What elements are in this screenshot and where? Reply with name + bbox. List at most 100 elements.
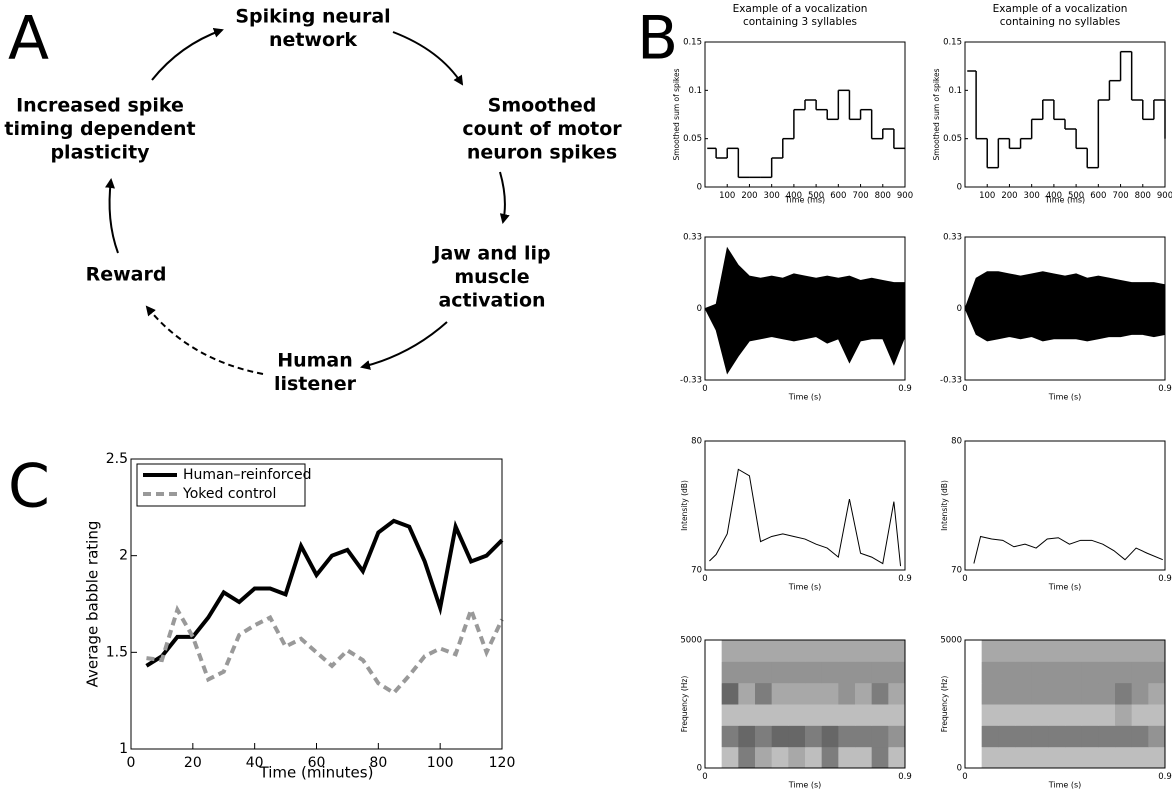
x-tick-label: 300 [764, 191, 780, 201]
spectrogram-cell [855, 661, 873, 684]
x-tick-label: 60 [308, 755, 326, 771]
series-line [145, 518, 504, 668]
legend-label: Yoked control [182, 486, 276, 502]
spectrogram-cell [1148, 640, 1166, 662]
x-tick-label: 0 [962, 384, 967, 394]
chart: 0 0.9 0 5000 Time (s) Frequency (Hz) [940, 636, 1172, 790]
spectrogram-cell [888, 661, 906, 684]
x-axis-label: Time (s) [788, 583, 822, 592]
node-label: Human [277, 350, 353, 372]
x-tick-label: 700 [1112, 191, 1128, 201]
spectrogram-cell [1048, 746, 1066, 769]
spectrogram-cell [981, 640, 999, 662]
spectrogram-cell [1148, 725, 1166, 748]
spectrogram-cell [1065, 704, 1083, 726]
spectrogram-cell [1098, 661, 1116, 684]
chart-title: Example of a vocalization [733, 3, 868, 15]
spectrogram-cell [738, 682, 756, 705]
panel-label: C [8, 452, 50, 522]
node-label: muscle [454, 266, 529, 288]
spectrogram-cell [1115, 725, 1133, 748]
x-tick-label: 800 [875, 191, 891, 201]
chart-title: containing no syllables [1000, 16, 1120, 28]
x-tick-label: 0.9 [1158, 384, 1172, 394]
spectrogram-cell [788, 725, 806, 748]
chart-title: Example of a vocalization [993, 3, 1128, 15]
y-tick-label: 5000 [940, 636, 962, 646]
y-tick-label: 5000 [680, 636, 702, 646]
y-tick-label: 0.05 [683, 134, 702, 144]
x-tick-label: 400 [786, 191, 802, 201]
spectrogram-cell [705, 725, 723, 748]
spectrogram-cell [755, 725, 773, 748]
spectrogram-cell [821, 746, 839, 769]
spectrogram-cell [1048, 725, 1066, 748]
spectrogram-cell [1048, 682, 1066, 705]
spectrogram-cell [1048, 661, 1066, 684]
spectrogram-cell [1065, 682, 1083, 705]
spectrogram-cell [1015, 725, 1033, 748]
spectrogram-cell [1031, 725, 1049, 748]
y-tick-label: 0.33 [943, 233, 962, 243]
y-tick-label: 1.5 [106, 644, 128, 660]
spectrogram-cell [888, 725, 906, 748]
spectrogram-cell [1148, 704, 1166, 726]
x-tick-label: 600 [830, 191, 846, 201]
spectrogram-cell [998, 704, 1016, 726]
x-axis-label: Time (ms) [784, 196, 825, 205]
spectrogram-cell [871, 704, 889, 726]
spectrogram-cell [771, 682, 789, 705]
spectrogram-cell [1098, 725, 1116, 748]
arrow [151, 27, 224, 81]
x-tick-label: 900 [897, 191, 913, 201]
spectrogram-cell [998, 682, 1016, 705]
y-tick-label: 80 [951, 437, 962, 447]
spectrogram-cell [1115, 661, 1133, 684]
node-label: Reward [86, 264, 167, 286]
spectrogram-cell [1081, 640, 1099, 662]
spectrogram-cell [1065, 640, 1083, 662]
spectrogram-cell [1131, 640, 1149, 662]
x-tick-label: 700 [852, 191, 868, 201]
spectrogram-cell [755, 682, 773, 705]
node-label: Increased spike [16, 95, 184, 117]
chart: 0 0.9 70 80 Time (s) Intensity (dB) [940, 437, 1172, 592]
y-tick-label: 70 [691, 566, 702, 576]
chart: 100 200 300 400 500 600 700 800 900 0 0.05 0.1 0.15 T… [672, 3, 913, 205]
chart: 100 200 300 400 500 600 700 800 900 0 0.05 0.1 0.15 T… [932, 3, 1172, 205]
spectrogram-cell [1131, 746, 1149, 769]
spectrogram-cell [855, 682, 873, 705]
y-tick-label: 0.1 [688, 86, 702, 96]
node-label: Spiking neural [235, 6, 390, 28]
y-axis-label: Average babble rating [84, 521, 102, 688]
spectrogram-cell [821, 661, 839, 684]
spectrogram-cell [705, 704, 723, 726]
spectrogram-cell [965, 682, 983, 705]
x-axis-label: Time (ms) [1044, 196, 1085, 205]
spectrogram-cell [888, 704, 906, 726]
spectrogram-cell [1031, 682, 1049, 705]
y-tick-label: 2 [119, 548, 128, 564]
x-axis-label: Time (minutes) [259, 764, 374, 782]
spectrogram-cell [1081, 704, 1099, 726]
spectrogram-cell [1148, 746, 1166, 769]
spectrogram-cell [788, 640, 806, 662]
y-tick-label: 0.15 [683, 38, 702, 48]
spectrogram-cell [705, 640, 723, 662]
node-label: Smoothed [488, 95, 597, 117]
y-tick-label: 0.1 [948, 86, 962, 96]
y-tick-label: 0.05 [943, 134, 962, 144]
plot-frame [964, 639, 1166, 769]
y-tick-label: -0.33 [680, 376, 702, 386]
x-tick-label: 20 [184, 755, 202, 771]
spectrogram-cell [1015, 704, 1033, 726]
chart: 0 0.9 0 5000 Time (s) Frequency (Hz) [680, 636, 912, 790]
spectrogram-cell [998, 661, 1016, 684]
spectrogram-cell [788, 661, 806, 684]
spectrogram-cell [705, 661, 723, 684]
x-tick-label: 500 [808, 191, 824, 201]
spectrogram-cell [1081, 661, 1099, 684]
spectrogram-cell [981, 725, 999, 748]
